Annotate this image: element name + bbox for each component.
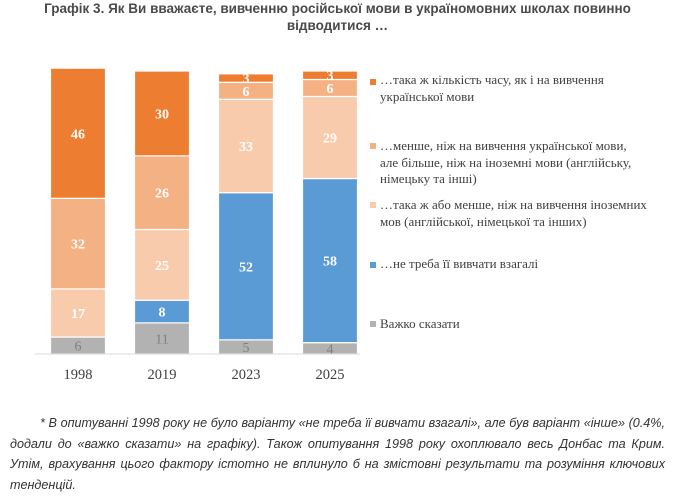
bar-segment [49,288,107,338]
footnote: * В опитуванні 1998 року не було варіант… [10,416,665,492]
data-label: 25 [155,259,169,274]
data-label: 3 [243,72,250,87]
bar-segment [301,177,359,344]
x-tick-label: 2019 [148,367,177,383]
legend-label: …менше, ніж на вивчення української мови… [380,138,632,186]
x-tick-label: 1998 [64,367,93,383]
legend-marker [370,262,376,268]
data-label: 3 [327,69,334,84]
data-label: 11 [155,332,168,347]
data-label: 52 [239,260,253,275]
x-tick-label: 2023 [232,367,261,383]
legend-label: Важко сказати [380,316,460,331]
x-tick-labels: 1998 2019 2023 2025 [64,367,345,383]
data-label: 6 [327,82,334,97]
data-label: 46 [71,127,85,142]
data-label: 58 [323,255,337,270]
bar-segment [217,98,275,194]
bar-segment [301,70,359,81]
x-tick-label: 2025 [316,367,345,383]
bar-segment [301,95,359,180]
bar-segment [133,70,191,157]
legend-marker [370,79,376,85]
bar-segment [133,155,191,231]
bar-segment [217,192,275,341]
legend-label: …така ж кількість часу, як і на вивчення… [380,72,604,104]
legend-marker [370,143,376,149]
bar-segment [49,67,107,199]
data-label: 6 [243,85,250,100]
data-label: 30 [155,107,169,122]
data-label: 17 [71,307,85,322]
legend-marker [370,202,376,208]
data-label: 6 [75,340,82,355]
chart-title: Графік 3. Як Ви вважаєте, вивченню росій… [44,1,631,33]
data-label: 4 [327,342,334,357]
data-label: 33 [239,140,253,155]
bar-segment [217,73,275,83]
legend-label: …не треба її вивчати взагалі [380,256,539,271]
data-label: 32 [71,238,85,253]
legend-marker [370,321,376,327]
legend-label: …така ж або менше, ніж на вивчення інозе… [380,197,647,229]
data-label: 8 [159,306,166,321]
data-label: 5 [243,341,250,356]
data-label: 29 [323,132,337,147]
data-label: 26 [155,187,169,202]
